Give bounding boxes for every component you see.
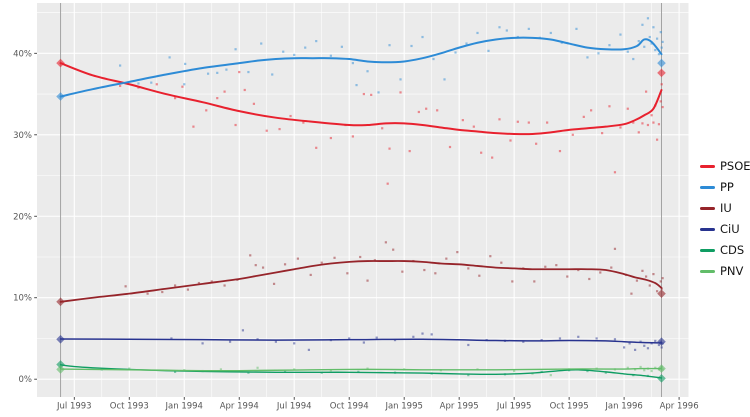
pp-trend-line	[59, 36, 663, 98]
x-tick-label: Oct 1995	[550, 402, 589, 412]
x-tick-label: Jan 1994	[165, 402, 203, 412]
legend-entry-cds: CDS	[700, 240, 750, 261]
psoe-result_1996-marker	[657, 68, 666, 78]
x-tick-label: Jan 1996	[604, 402, 642, 412]
cds-result_1996-marker	[657, 374, 666, 383]
legend-entry-psoe: PSOE	[700, 156, 750, 177]
ciu-result_1993-marker	[56, 334, 65, 344]
y-tick-label: 30%	[13, 131, 32, 141]
cds-line-swatch	[700, 249, 715, 252]
iu-trend-line	[59, 260, 663, 303]
pp-result_1996-marker	[657, 58, 666, 68]
ciu-line-swatch	[700, 228, 715, 231]
pp-result_1993-marker	[56, 92, 65, 101]
chart-legend: PSOE PP IU CiU CDS PNV	[700, 156, 750, 282]
psoe-result_1993-marker	[56, 58, 65, 68]
psoe-trend-line	[59, 62, 663, 136]
ciu-result_1996-marker	[657, 337, 666, 347]
x-tick-label: Apr 1995	[440, 402, 479, 412]
x-tick-label: Jul 1993	[56, 402, 92, 412]
legend-label-pnv: PNV	[720, 263, 744, 278]
y-tick-label: 0%	[19, 375, 33, 385]
pnv-result_1996-marker	[657, 364, 666, 373]
y-tick-label: 10%	[13, 294, 32, 304]
legend-entry-pp: PP	[700, 177, 750, 198]
legend-label-ciu: CiU	[720, 221, 740, 236]
cds-result_1993-marker	[56, 360, 65, 369]
y-tick-label: 40%	[13, 49, 32, 59]
x-axis-labels: Jul 1993 Oct 1993 Jan 1994 Apr 1994 Jul 1994…	[56, 402, 699, 412]
iu-result_1996-marker	[657, 289, 666, 298]
minor-gridlines	[37, 3, 689, 397]
legend-label-cds: CDS	[720, 242, 745, 257]
legend-label-psoe: PSOE	[720, 158, 750, 173]
x-tick-label: Jul 1995	[496, 402, 532, 412]
axis-tick-marks	[34, 52, 680, 400]
pnv-line-swatch	[700, 270, 715, 273]
x-tick-label: Apr 1994	[220, 402, 259, 412]
legend-entry-pnv: PNV	[700, 261, 750, 282]
x-tick-label: Oct 1993	[110, 402, 149, 412]
y-tick-label: 20%	[13, 212, 32, 222]
legend-entry-ciu: CiU	[700, 219, 750, 240]
pnv-result_1993-marker	[56, 365, 65, 374]
legend-entry-iu: IU	[700, 198, 750, 219]
pnv-trend-line	[59, 367, 663, 372]
legend-label-iu: IU	[720, 200, 732, 215]
plot-panel	[37, 3, 689, 397]
psoe-poll-points	[119, 70, 664, 185]
legend-label-pp: PP	[720, 179, 734, 194]
x-tick-label: Oct 1994	[330, 402, 369, 412]
major-gridlines	[37, 3, 689, 397]
ciu-trend-line	[59, 338, 663, 344]
x-tick-label: Jul 1994	[276, 402, 312, 412]
pp-line-swatch	[700, 186, 715, 189]
iu-line-swatch	[700, 207, 715, 210]
y-axis-labels: 0% 10% 20% 30% 40%	[13, 49, 32, 385]
x-tick-label: Apr 1996	[660, 402, 699, 412]
iu-result_1993-marker	[56, 297, 65, 307]
x-tick-label: Jan 1995	[384, 402, 422, 412]
psoe-line-swatch	[700, 165, 715, 168]
